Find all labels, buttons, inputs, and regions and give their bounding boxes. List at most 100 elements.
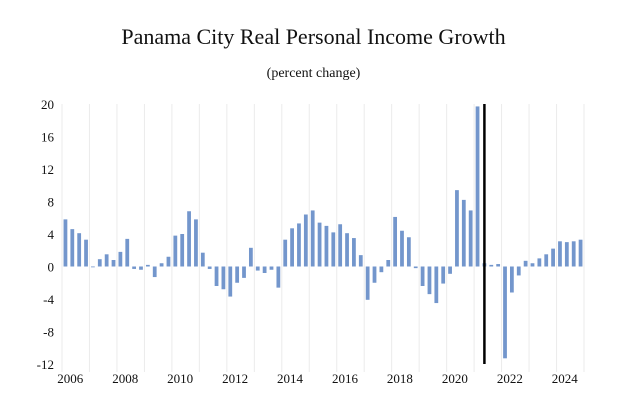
bar — [427, 266, 432, 295]
bar — [91, 266, 95, 268]
bar — [173, 235, 178, 267]
y-tick-label: -4 — [43, 292, 54, 307]
y-tick-label: 20 — [41, 97, 54, 112]
bar — [564, 242, 569, 267]
bar — [544, 254, 549, 267]
bar — [228, 266, 233, 297]
bar — [290, 228, 294, 267]
bar — [489, 264, 494, 267]
bar — [187, 211, 191, 267]
bar — [496, 264, 501, 267]
bar — [132, 266, 137, 269]
bar — [276, 266, 281, 288]
y-axis-tick-labels: 20 16 12 8 4 0 -4 -8 -12 — [37, 97, 55, 372]
x-tick-label: 2016 — [332, 371, 359, 386]
x-tick-label: 2018 — [387, 371, 413, 386]
bar — [139, 266, 143, 270]
y-tick-label: 12 — [41, 162, 54, 177]
bar — [269, 266, 274, 270]
bar — [352, 238, 356, 267]
bar — [379, 266, 384, 273]
bar — [516, 266, 521, 276]
y-tick-label: 4 — [48, 227, 55, 242]
bar — [111, 260, 116, 267]
bar — [372, 266, 377, 283]
x-tick-label: 2022 — [497, 371, 523, 386]
bar — [159, 263, 164, 267]
x-tick-label: 2008 — [112, 371, 138, 386]
x-axis-tick-labels: 2006 2008 2010 2012 2014 2016 2018 2020 2022 2024 — [57, 371, 578, 386]
bar — [262, 266, 267, 273]
x-tick-label: 2012 — [222, 371, 248, 386]
x-tick-label: 2010 — [167, 371, 193, 386]
bar — [180, 234, 185, 267]
bars — [63, 106, 583, 359]
x-tick-label: 2020 — [442, 371, 468, 386]
bar — [324, 225, 329, 267]
bar — [441, 266, 446, 284]
bar — [413, 266, 418, 269]
bar — [303, 214, 308, 267]
bar — [166, 256, 171, 267]
bar — [235, 266, 240, 283]
bar — [475, 106, 480, 267]
bar — [310, 210, 315, 267]
x-tick-label: 2014 — [277, 371, 304, 386]
x-tick-label: 2024 — [552, 371, 579, 386]
bar — [537, 258, 542, 267]
y-tick-label: -12 — [37, 357, 54, 372]
y-tick-label: 16 — [41, 130, 55, 145]
y-tick-label: 8 — [48, 195, 55, 210]
bar — [358, 255, 363, 267]
bar — [523, 260, 528, 267]
bar — [214, 266, 219, 286]
bar — [468, 210, 473, 267]
bar — [365, 266, 370, 300]
bar — [63, 219, 68, 267]
bar — [200, 252, 205, 267]
chart-subtitle: (percent change) — [266, 66, 361, 81]
bar — [118, 251, 123, 267]
bar — [503, 266, 507, 359]
bar — [393, 216, 398, 267]
bar — [386, 260, 391, 267]
bar — [434, 266, 439, 304]
bar — [509, 266, 514, 293]
bar — [145, 264, 150, 267]
bar — [152, 266, 157, 278]
bar — [338, 224, 343, 267]
bar — [420, 266, 425, 286]
bar — [448, 266, 452, 274]
bar — [461, 199, 466, 267]
bar — [331, 232, 336, 267]
bar — [77, 233, 82, 267]
bar — [551, 248, 555, 267]
bar — [571, 241, 576, 267]
bar — [455, 190, 459, 267]
bar — [194, 219, 198, 267]
chart-title: Panama City Real Personal Income Growth — [121, 24, 506, 49]
bar — [248, 247, 253, 267]
bar — [345, 233, 349, 267]
bar — [530, 263, 535, 267]
gridlines — [61, 104, 585, 372]
bar — [406, 237, 411, 267]
bar — [317, 222, 322, 267]
y-tick-label: 0 — [48, 260, 55, 275]
bar — [242, 266, 246, 278]
bar — [221, 266, 226, 290]
y-tick-label: -8 — [43, 325, 54, 340]
bar — [97, 259, 102, 267]
bar — [400, 230, 404, 267]
bar — [70, 229, 75, 267]
bar — [578, 239, 583, 267]
bar — [125, 238, 130, 267]
bar — [297, 223, 301, 267]
bar — [84, 239, 88, 267]
bar — [104, 254, 109, 267]
bar — [255, 266, 260, 271]
x-tick-label: 2006 — [57, 371, 84, 386]
bar — [207, 266, 212, 269]
bar — [283, 239, 288, 267]
